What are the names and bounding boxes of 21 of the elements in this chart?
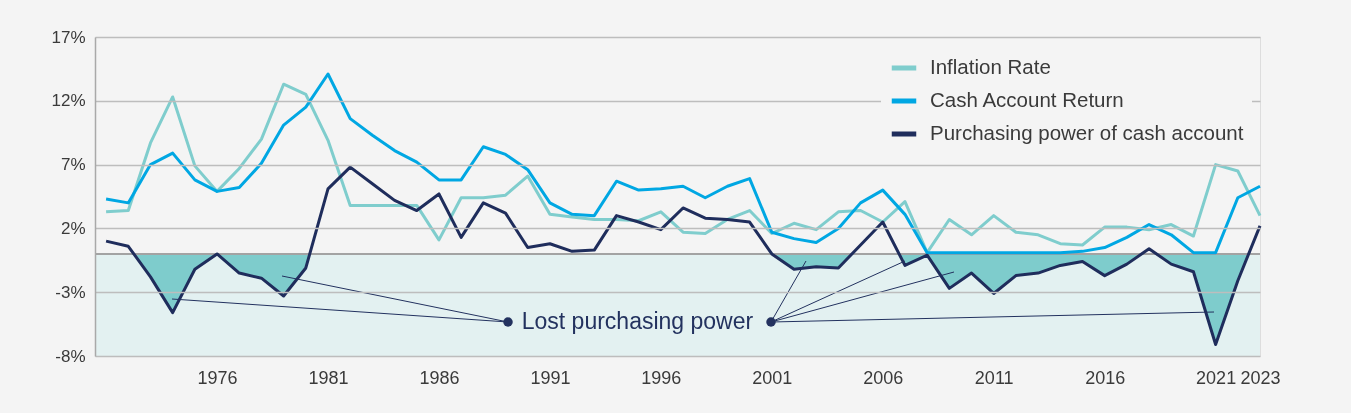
x-tick-label: 2011 (974, 367, 1014, 388)
legend-label: Cash Account Return (930, 88, 1124, 111)
legend-label: Inflation Rate (930, 55, 1051, 78)
y-tick-label: 7% (60, 155, 86, 175)
x-tick-label: 2001 (752, 367, 793, 388)
x-tick-label: 2006 (863, 367, 904, 388)
x-tick-label: 1986 (419, 367, 460, 388)
y-tick-label: 12% (51, 91, 86, 111)
x-tick-label: 2016 (1085, 367, 1126, 388)
x-tick-label: 1996 (641, 367, 682, 388)
y-tick-label: 17% (51, 27, 86, 47)
y-tick-label: -8% (55, 346, 86, 366)
x-tick-label: 2021 (1196, 367, 1237, 388)
annotation: Lost purchasing power (521, 307, 754, 334)
x-tick-label: 1991 (530, 367, 571, 388)
x-tick-label: 2023 (1240, 367, 1281, 388)
legend-label: Purchasing power of cash account (930, 121, 1244, 144)
y-tick-label: -3% (55, 282, 86, 302)
x-tick-label: 1981 (308, 367, 349, 388)
x-tick-label: 1976 (197, 367, 238, 388)
y-tick-label: 2% (60, 218, 86, 238)
